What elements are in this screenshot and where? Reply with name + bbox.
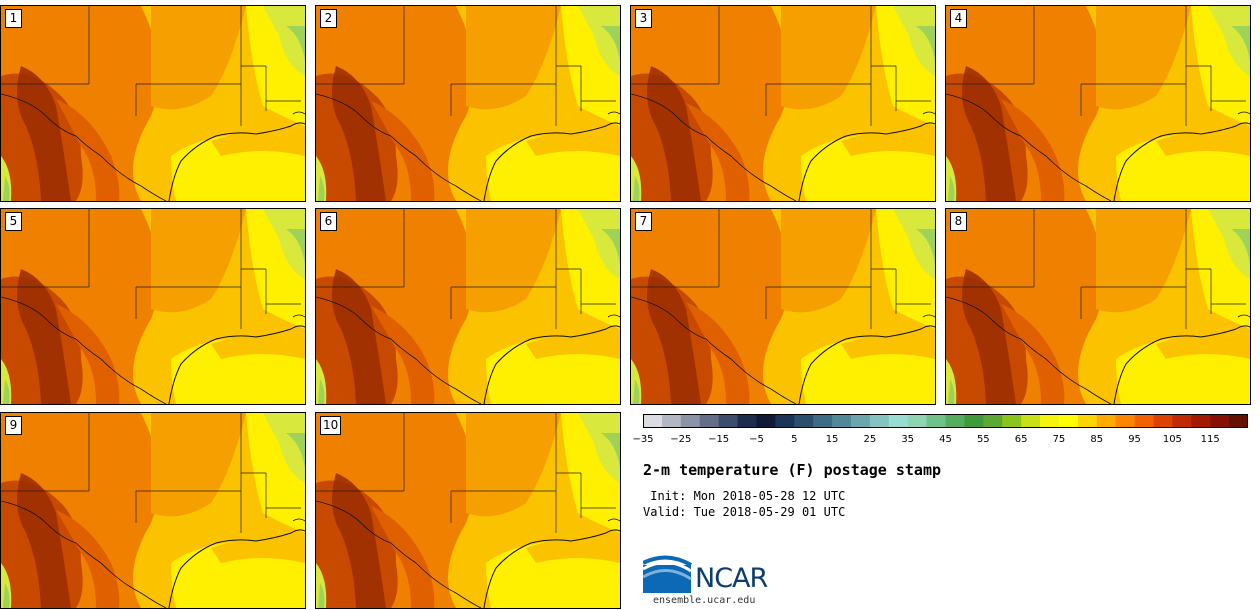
colorbar-swatch xyxy=(1172,414,1192,428)
colorbar-tick-label: 105 xyxy=(1162,434,1182,445)
colorbar-swatch xyxy=(1040,414,1060,428)
temperature-map xyxy=(946,209,1250,404)
colorbar-swatch xyxy=(926,414,946,428)
temperature-map xyxy=(316,413,620,608)
colorbar-tick-label: 35 xyxy=(901,434,915,445)
temperature-map xyxy=(1,209,305,404)
colorbar-tick-label: 85 xyxy=(1090,434,1104,445)
panel-number-label: 1 xyxy=(5,9,22,28)
postage-stamp-panel: 4 xyxy=(945,5,1251,202)
colorbar-swatch xyxy=(680,414,701,428)
panel-number-label: 6 xyxy=(320,212,337,231)
colorbar-swatch xyxy=(1058,414,1079,428)
colorbar-tick-label: 45 xyxy=(939,434,952,445)
colorbar-tick-label: 5 xyxy=(791,434,798,445)
colorbar-swatch xyxy=(1153,414,1173,428)
postage-stamp-panel: 6 xyxy=(315,208,621,405)
colorbar-tick-label: 95 xyxy=(1128,434,1141,445)
colorbar-tick-label: 115 xyxy=(1200,434,1220,445)
postage-stamp-panel: 1 xyxy=(0,5,306,202)
colorbar-tick-label: −5 xyxy=(749,434,764,445)
colorbar-swatch xyxy=(1021,414,1041,428)
valid-time: Valid: Tue 2018-05-29 01 UTC xyxy=(643,505,846,519)
temperature-map xyxy=(316,209,620,404)
colorbar-swatch xyxy=(945,414,965,428)
colorbar-swatch xyxy=(699,414,720,428)
postage-stamp-panel: 2 xyxy=(315,5,621,202)
colorbar-swatch xyxy=(1134,414,1154,428)
colorbar-tick-label: 75 xyxy=(1052,434,1066,445)
colorbar-tick-label: 55 xyxy=(976,434,990,445)
colorbar-swatch xyxy=(869,414,890,428)
colorbar-swatch xyxy=(1077,414,1098,428)
temperature-map xyxy=(946,6,1250,201)
colorbar-swatch xyxy=(964,414,984,428)
postage-stamp-panel: 5 xyxy=(0,208,306,405)
colorbar-tick-label: 15 xyxy=(825,434,839,445)
colorbar-swatch xyxy=(718,414,739,428)
temperature-map xyxy=(631,6,935,201)
colorbar-swatch xyxy=(737,414,757,428)
colorbar-swatch xyxy=(1210,414,1230,428)
colorbar-swatch xyxy=(1096,414,1117,428)
colorbar-swatch xyxy=(643,414,663,428)
colorbar-frame xyxy=(643,414,1248,428)
colorbar-swatch xyxy=(888,414,909,428)
postage-stamp-panel: 3 xyxy=(630,5,936,202)
ncar-logo: NCAR xyxy=(642,553,803,598)
panel-number-label: 5 xyxy=(5,212,22,231)
init-time: Init: Mon 2018-05-28 12 UTC xyxy=(643,489,846,503)
colorbar-swatch xyxy=(907,414,928,428)
panel-number-label: 10 xyxy=(320,416,342,435)
temperature-map xyxy=(631,209,935,404)
colorbar-swatch xyxy=(1002,414,1022,428)
panel-number-label: 7 xyxy=(635,212,652,231)
temperature-map xyxy=(316,6,620,201)
chart-title: 2-m temperature (F) postage stamp xyxy=(643,461,942,479)
ncar-url[interactable]: ensemble.ucar.edu xyxy=(653,595,756,606)
temperature-map xyxy=(1,6,305,201)
colorbar-swatch xyxy=(794,414,814,428)
colorbar-swatch xyxy=(1191,414,1211,428)
colorbar-swatch xyxy=(1229,414,1248,428)
temperature-colorbar xyxy=(643,414,1248,428)
panel-number-label: 2 xyxy=(320,9,337,28)
panel-number-label: 4 xyxy=(950,9,967,28)
ncar-logo-mark-icon xyxy=(642,555,693,593)
colorbar-tick-label: 25 xyxy=(863,434,877,445)
temperature-map xyxy=(1,413,305,608)
colorbar-tick-label: 65 xyxy=(1014,434,1028,445)
colorbar-swatch xyxy=(775,414,795,428)
postage-stamp-panel: 8 xyxy=(945,208,1251,405)
panel-number-label: 9 xyxy=(5,416,22,435)
colorbar-swatch xyxy=(983,414,1003,428)
panel-number-label: 3 xyxy=(635,9,652,28)
postage-stamp-panel: 7 xyxy=(630,208,936,405)
colorbar-tick-label: −15 xyxy=(708,434,730,445)
colorbar-tick-label: −35 xyxy=(632,434,654,445)
ncar-logo-text: NCAR xyxy=(695,563,768,594)
colorbar-swatch xyxy=(813,414,833,428)
panel-number-label: 8 xyxy=(950,212,967,231)
postage-stamp-panel: 10 xyxy=(315,412,621,609)
colorbar-swatch xyxy=(756,414,776,428)
colorbar-swatch xyxy=(1115,414,1136,428)
colorbar-swatch xyxy=(832,414,852,428)
colorbar-tick-label: −25 xyxy=(670,434,692,445)
colorbar-swatch xyxy=(661,414,682,428)
postage-stamp-panel: 9 xyxy=(0,412,306,609)
colorbar-swatch xyxy=(850,414,871,428)
